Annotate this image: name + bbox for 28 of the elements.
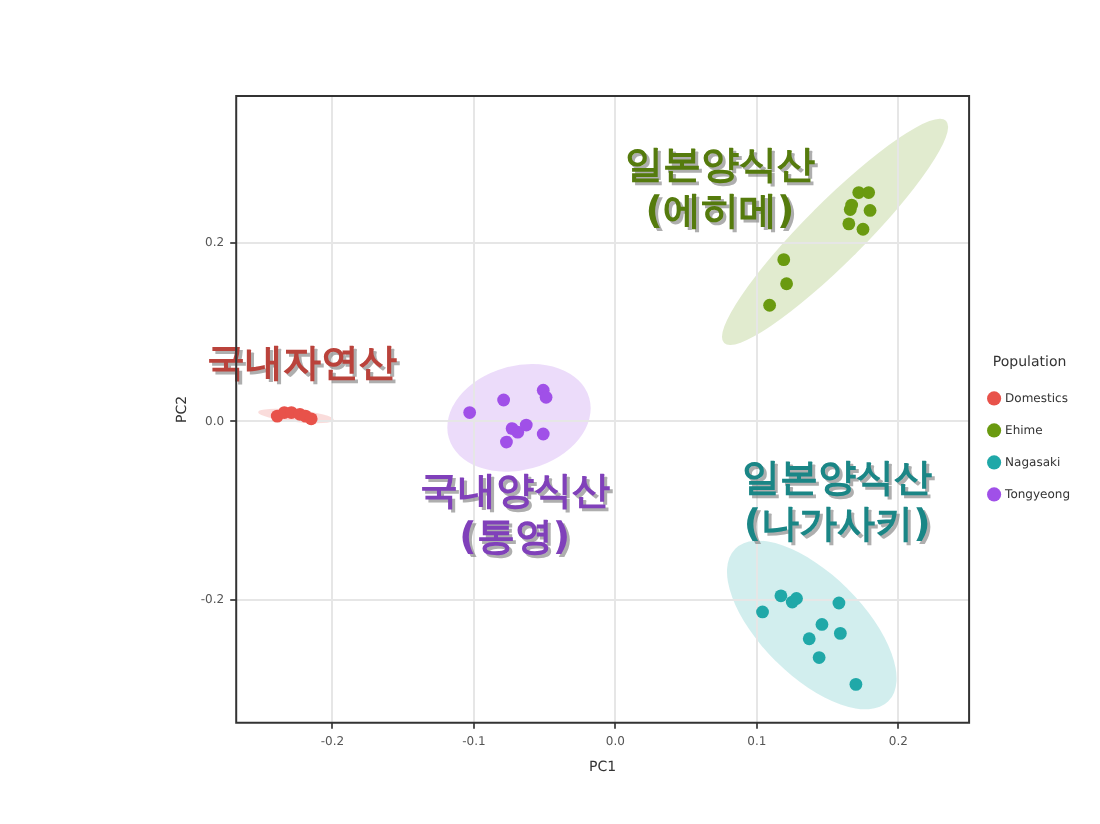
point [519,418,533,432]
point [536,427,550,441]
point [539,390,553,404]
annotation: 일본양식산 (에히메) [624,142,815,236]
point [833,626,847,640]
point [777,253,791,267]
point [849,677,863,691]
point [463,406,477,419]
point [497,393,511,407]
point [832,596,846,610]
point [812,651,826,664]
point [845,198,859,212]
point [763,298,777,312]
point [842,217,856,231]
point [500,435,513,449]
point [304,412,318,426]
point [863,204,877,217]
point [790,592,803,605]
point [862,186,876,199]
point [756,605,769,619]
point [856,222,870,236]
point [774,589,788,603]
annotation: 국내양식산 (통영) [419,468,610,562]
point [780,277,793,291]
annotation: 일본양식산 (나가사키) [742,456,934,550]
point [802,632,816,646]
point [815,618,829,631]
point [511,425,525,439]
